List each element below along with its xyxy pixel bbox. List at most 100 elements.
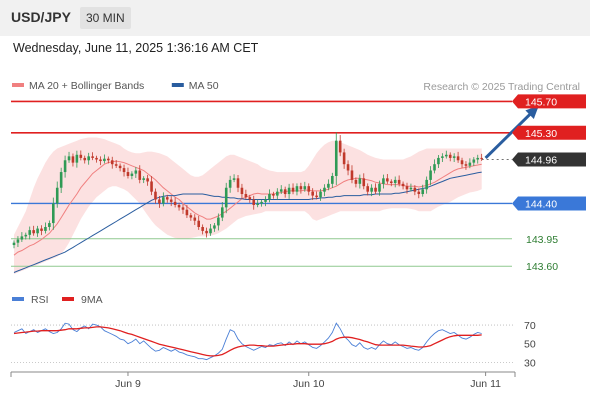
candle (472, 157, 476, 167)
candle-body (189, 215, 193, 218)
candle (401, 181, 405, 190)
rsi-tick-label: 70 (524, 320, 536, 332)
candle-body (134, 170, 138, 174)
candle (193, 214, 197, 226)
candle (256, 199, 259, 208)
candle (350, 165, 354, 184)
candle (425, 176, 428, 194)
candle (417, 188, 421, 199)
rsi-legend: RSI 9MA (12, 294, 103, 306)
candle (122, 164, 126, 177)
level-label: 143.95 (526, 234, 558, 246)
candle-body (87, 156, 90, 161)
candle (240, 183, 244, 199)
candle-body (79, 154, 83, 158)
x-axis: Jun 9 Jun 10 Jun 11 (10, 371, 516, 390)
candle-body (358, 178, 362, 184)
candle (307, 183, 311, 196)
candle-body (165, 197, 169, 200)
candle-body (429, 170, 432, 180)
candle (389, 179, 393, 187)
candle-body (236, 178, 240, 188)
candle (142, 176, 145, 184)
candle-body (40, 228, 43, 231)
candle-body (366, 186, 369, 192)
candle (154, 188, 157, 204)
bollinger-bands (14, 137, 482, 275)
candle (169, 196, 173, 207)
candle-body (248, 197, 252, 200)
candle (393, 176, 397, 188)
candle-body (307, 186, 311, 192)
candle-body (114, 164, 118, 166)
candle-body (456, 156, 460, 161)
candle (327, 179, 330, 191)
candle-body (401, 183, 405, 187)
candle-body (118, 165, 122, 169)
candle-body (378, 183, 381, 192)
candle (299, 182, 303, 194)
candle-body (268, 194, 271, 200)
legend-swatch (12, 297, 24, 301)
candle-body (374, 187, 377, 192)
candle-body (405, 186, 409, 190)
candle (114, 160, 118, 168)
candle-body (256, 203, 259, 206)
legend-label: 9MA (81, 294, 103, 306)
candle-body (193, 217, 197, 221)
candle-body (126, 172, 130, 176)
candle (362, 173, 366, 190)
candle-body (299, 186, 303, 190)
candle (464, 161, 468, 170)
candle (311, 188, 314, 201)
chart-datetime: Wednesday, June 11, 2025 1:36:16 AM CET (13, 41, 259, 55)
candle-body (142, 178, 145, 180)
candle (16, 236, 20, 247)
candle (110, 156, 114, 169)
candle (228, 175, 232, 193)
candle (303, 181, 307, 192)
candle-body (240, 187, 244, 195)
candle-body (220, 207, 224, 218)
candle (118, 163, 122, 172)
level-label: 144.40 (525, 198, 557, 210)
rsi-series-RSI (13, 322, 482, 361)
candle (405, 182, 409, 194)
candle (354, 177, 358, 188)
candle (452, 153, 456, 163)
candle (476, 154, 480, 164)
price-level-labels: 145.70 145.30 144.96 144.40 143.95 143.60 (512, 94, 586, 273)
candle (366, 183, 369, 196)
candle (134, 167, 138, 178)
candle-body (409, 187, 413, 190)
candle (437, 155, 440, 169)
candle (205, 227, 208, 238)
candle (283, 186, 287, 198)
candlesticks (12, 132, 483, 249)
candle-body (173, 201, 177, 206)
rsi-tick-label: 30 (524, 357, 536, 369)
candle-body (252, 199, 256, 206)
forecast-arrow (484, 105, 539, 159)
candle-body (20, 236, 24, 240)
candle (315, 191, 318, 200)
level-tag (512, 94, 586, 109)
candle (201, 224, 204, 235)
candle-body (110, 160, 114, 165)
arrow-head (525, 105, 539, 119)
candle-body (354, 179, 358, 184)
watermark: Research © 2025 Trading Central (423, 81, 580, 93)
candle-body (279, 189, 283, 192)
candle-body (44, 226, 47, 231)
candle-body (464, 164, 468, 166)
candle-body (397, 179, 401, 184)
candle (460, 157, 464, 168)
candle-body (122, 168, 126, 173)
candle-body (228, 179, 232, 188)
candle-body (158, 199, 161, 204)
candle-body (138, 170, 142, 180)
candle (165, 194, 169, 203)
candle (323, 184, 326, 197)
timeframe-badge[interactable]: 30 MIN (80, 7, 131, 29)
candle (445, 150, 448, 159)
